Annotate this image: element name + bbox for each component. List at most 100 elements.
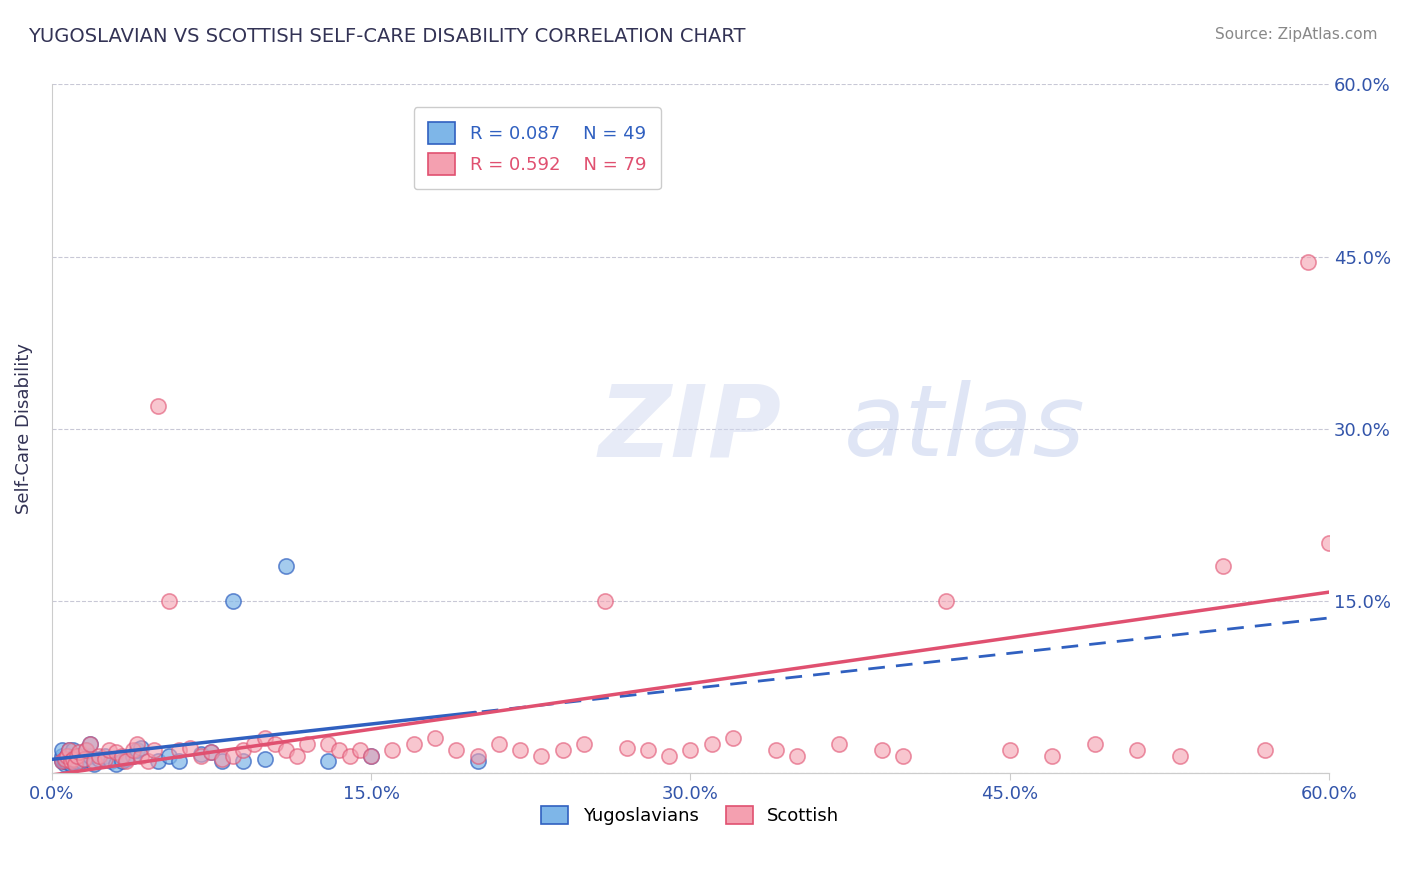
Point — [349, 743, 371, 757]
Point — [488, 737, 510, 751]
Point — [142, 743, 165, 757]
Point — [1339, 593, 1361, 607]
Point — [509, 743, 531, 757]
Point — [129, 748, 152, 763]
Point — [190, 747, 212, 762]
Point — [51, 748, 73, 763]
Point — [700, 737, 723, 751]
Point — [63, 748, 86, 763]
Point — [121, 748, 143, 763]
Point — [1296, 255, 1319, 269]
Point — [998, 743, 1021, 757]
Point — [63, 754, 86, 768]
Point — [125, 737, 148, 751]
Point — [87, 748, 110, 763]
Point — [381, 743, 404, 757]
Point — [98, 743, 121, 757]
Point — [62, 743, 84, 757]
Point — [1254, 743, 1277, 757]
Point — [786, 748, 808, 763]
Point — [1126, 743, 1149, 757]
Point — [200, 745, 222, 759]
Point — [264, 737, 287, 751]
Point — [70, 754, 93, 768]
Point — [222, 593, 245, 607]
Point — [136, 754, 159, 768]
Point — [75, 743, 97, 757]
Legend: Yugoslavians, Scottish: Yugoslavians, Scottish — [534, 798, 846, 832]
Point — [328, 743, 350, 757]
Text: atlas: atlas — [844, 380, 1085, 477]
Point — [58, 754, 80, 768]
Point — [104, 745, 127, 759]
Point — [59, 756, 82, 771]
Point — [1317, 536, 1340, 550]
Point — [211, 752, 233, 766]
Point — [360, 748, 382, 763]
Point — [62, 756, 84, 770]
Point — [423, 731, 446, 746]
Point — [935, 593, 957, 607]
Point — [530, 748, 553, 763]
Point — [253, 731, 276, 746]
Point — [58, 743, 80, 757]
Point — [73, 752, 96, 766]
Point — [62, 752, 84, 766]
Point — [721, 731, 744, 746]
Text: Source: ZipAtlas.com: Source: ZipAtlas.com — [1215, 27, 1378, 42]
Point — [169, 743, 191, 757]
Point — [148, 754, 170, 768]
Point — [402, 737, 425, 751]
Point — [94, 748, 117, 763]
Point — [51, 754, 73, 768]
Y-axis label: Self-Care Disability: Self-Care Disability — [15, 343, 32, 514]
Point — [1212, 559, 1234, 574]
Point — [121, 743, 143, 757]
Point — [66, 754, 89, 768]
Point — [1084, 737, 1107, 751]
Point — [53, 754, 76, 768]
Point — [360, 748, 382, 763]
Point — [67, 748, 90, 763]
Point — [444, 743, 467, 757]
Point — [79, 748, 101, 763]
Point — [55, 751, 77, 765]
Point — [285, 748, 308, 763]
Point — [295, 737, 318, 751]
Point — [169, 754, 191, 768]
Point — [87, 752, 110, 766]
Point — [53, 752, 76, 766]
Point — [870, 743, 893, 757]
Point — [79, 737, 101, 751]
Point — [83, 756, 105, 771]
Point — [211, 754, 233, 768]
Point — [83, 754, 105, 768]
Point — [274, 743, 297, 757]
Point — [190, 748, 212, 763]
Point — [115, 754, 138, 768]
Point — [616, 740, 638, 755]
Point — [318, 754, 340, 768]
Point — [115, 752, 138, 766]
Point — [55, 756, 77, 770]
Point — [232, 754, 254, 768]
Point — [339, 748, 361, 763]
Point — [111, 748, 134, 763]
Point — [100, 754, 122, 768]
Point — [318, 737, 340, 751]
Point — [157, 593, 180, 607]
Point — [891, 748, 914, 763]
Point — [51, 752, 73, 766]
Point — [551, 743, 574, 757]
Point — [62, 752, 84, 766]
Point — [467, 754, 489, 768]
Point — [1040, 748, 1063, 763]
Point — [55, 748, 77, 763]
Point — [679, 743, 702, 757]
Point — [274, 559, 297, 574]
Point — [222, 748, 245, 763]
Point — [53, 756, 76, 771]
Point — [63, 756, 86, 771]
Point — [253, 752, 276, 766]
Point — [765, 743, 787, 757]
